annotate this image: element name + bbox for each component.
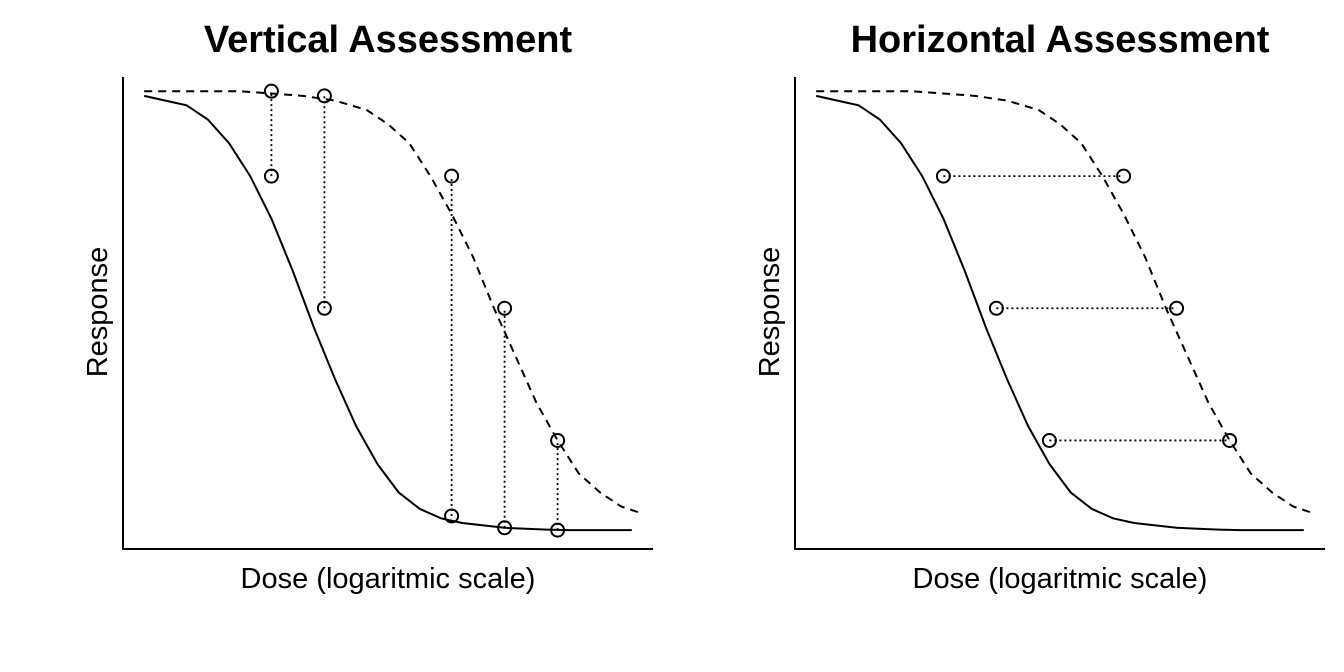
panel-horizontal-assessment: Horizontal Assessment Dose (logaritmic s… — [754, 19, 1325, 595]
plot-area — [143, 83, 643, 538]
panel-vertical-assessment: Vertical Assessment Dose (logaritmic sca… — [82, 19, 653, 595]
reference-point-marker-3 — [444, 508, 460, 524]
reference-point-marker-1 — [263, 168, 279, 184]
test-curve-line — [144, 90, 643, 515]
x-axis-label: Dose (logaritmic scale) — [241, 563, 536, 595]
reference-curve-line — [815, 94, 1304, 532]
reference-point-marker-2 — [316, 300, 332, 316]
reference-curve-line — [143, 94, 632, 532]
test-point-marker-2 — [1169, 300, 1185, 316]
axes — [794, 77, 1325, 550]
test-point-marker-1 — [263, 83, 279, 99]
test-point-marker-1 — [1116, 168, 1132, 184]
plot-area — [815, 90, 1315, 532]
test-curve-line — [816, 90, 1315, 515]
chart-title: Horizontal Assessment — [851, 19, 1270, 61]
x-axis-label: Dose (logaritmic scale) — [913, 563, 1208, 595]
axes — [122, 77, 653, 550]
test-point-marker-2 — [316, 88, 332, 104]
reference-point-marker-2 — [988, 300, 1004, 316]
test-point-marker-3 — [1222, 432, 1238, 448]
chart-title: Vertical Assessment — [204, 19, 573, 61]
reference-point-marker-4 — [497, 520, 513, 536]
y-axis-label: Response — [82, 247, 114, 378]
test-point-marker-4 — [497, 300, 513, 316]
y-axis-label: Response — [754, 247, 786, 378]
test-point-marker-3 — [444, 168, 460, 184]
reference-point-marker-3 — [1041, 432, 1057, 448]
reference-point-marker-5 — [550, 522, 566, 538]
reference-point-marker-1 — [935, 168, 951, 184]
test-point-marker-5 — [550, 432, 566, 448]
